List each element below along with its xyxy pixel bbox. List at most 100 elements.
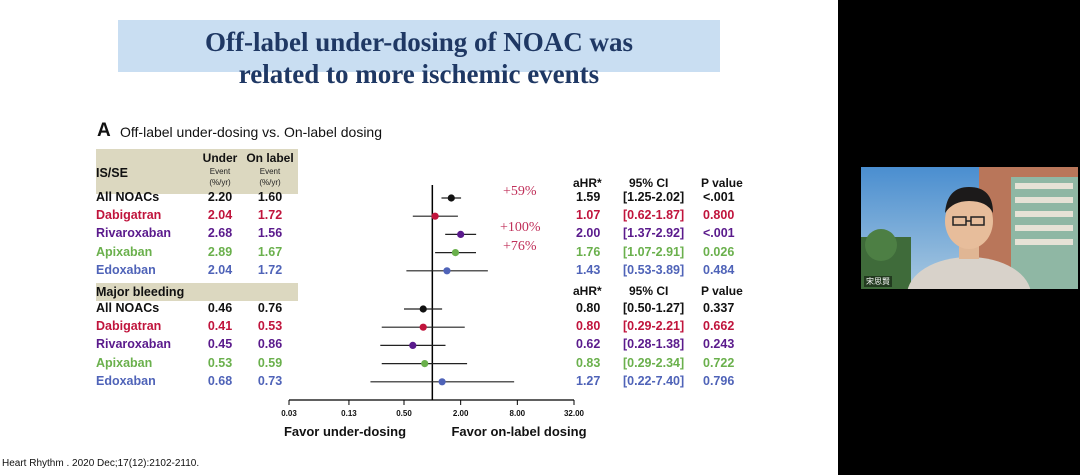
point-estimate (409, 341, 417, 349)
ahr-value: 1.43 (576, 262, 601, 277)
percent-increase-annotation: +76% (503, 238, 537, 254)
point-estimate (438, 378, 446, 386)
citation: Heart Rhythm . 2020 Dec;17(12):2102-2110… (2, 458, 200, 469)
point-estimate (447, 194, 455, 202)
event-rate-on-label: 0.73 (257, 373, 283, 388)
ci-value: [1.25-2.02] (623, 190, 685, 204)
col-sub-under-1: Event (209, 167, 231, 176)
ci-value: [0.22-7.40] (623, 373, 685, 388)
event-rate-under: 2.04 (207, 262, 233, 277)
ci-value: [0.50-1.27] (623, 301, 685, 315)
slide-title-line-2: related to more ischemic events (238, 59, 600, 89)
p-value: 0.243 (703, 337, 735, 352)
ci-value: [0.53-3.89] (623, 262, 685, 277)
ci-header-2: 95% CI (629, 284, 669, 298)
p-header-1: P value (701, 176, 743, 190)
row-label: Apixaban (96, 355, 153, 370)
x-tick-label: 0.50 (396, 409, 412, 418)
x-label-right: Favor on-label dosing (451, 424, 586, 439)
p-header-2: P value (701, 284, 743, 298)
row-label: Rivaroxaban (96, 226, 172, 241)
point-estimate (451, 249, 460, 257)
point-estimate (419, 323, 427, 331)
event-rate-on-label: 0.53 (257, 319, 283, 334)
p-value: 0.722 (703, 355, 735, 370)
event-rate-under: 2.04 (207, 208, 233, 223)
col-header-under: Under (202, 151, 238, 165)
x-tick-label: 32.00 (564, 409, 585, 418)
x-tick-label: 8.00 (510, 409, 526, 418)
p-value: 0.796 (703, 373, 735, 388)
ahr-value: 1.59 (576, 190, 601, 204)
col-sub-on-1: Event (259, 167, 281, 176)
event-rate-under: 0.41 (207, 319, 233, 334)
ci-value: [0.62-1.87] (623, 208, 685, 223)
percent-increase-annotation: +100% (500, 220, 541, 236)
ahr-value: 0.83 (576, 355, 601, 370)
event-rate-under: 2.68 (207, 226, 233, 241)
event-rate-on-label: 1.56 (257, 226, 283, 241)
point-estimate (431, 212, 439, 220)
ahr-value: 0.62 (576, 337, 601, 352)
ahr-value: 1.07 (576, 208, 601, 223)
section-label-is-se: IS/SE (96, 166, 128, 180)
row-label: All NOACs (96, 190, 160, 204)
event-rate-on-label: 1.72 (257, 208, 283, 223)
x-label-left: Favor under-dosing (284, 424, 406, 439)
col-sub-on-2: (%/yr) (259, 178, 281, 187)
p-value: 0.484 (703, 262, 735, 277)
presenter-video (861, 167, 1078, 289)
webcam-video-feed: 宋思賢 (861, 167, 1078, 289)
participant-name-label: 宋思賢 (864, 276, 892, 287)
ahr-value: 1.76 (576, 244, 601, 259)
event-rate-under: 0.68 (207, 373, 233, 388)
p-value: 0.800 (703, 208, 735, 223)
title-banner (118, 20, 720, 72)
x-tick-label: 0.03 (281, 409, 297, 418)
slide-title: Off-label under-dosing of NOAC was relat… (118, 26, 720, 90)
col-sub-under-2: (%/yr) (209, 178, 231, 187)
row-label: Apixaban (96, 244, 153, 259)
p-value: 0.662 (703, 319, 735, 334)
ahr-value: 1.27 (576, 373, 601, 388)
ahr-header-2: aHR* (573, 284, 602, 298)
ci-value: [0.28-1.38] (623, 337, 685, 352)
x-tick-label: 2.00 (453, 409, 469, 418)
row-label: Dabigatran (96, 319, 162, 334)
event-rate-on-label: 1.60 (257, 190, 283, 204)
event-rate-on-label: 1.67 (257, 244, 283, 259)
percent-increase-annotation: +59% (503, 184, 537, 199)
panel-title: Off-label under-dosing vs. On-label dosi… (120, 124, 383, 140)
event-rate-on-label: 1.72 (257, 262, 283, 277)
col-header-on-label: On label (246, 151, 294, 165)
panel-letter: A (97, 120, 111, 141)
ahr-header-1: aHR* (573, 176, 602, 190)
ahr-value: 0.80 (576, 301, 601, 315)
ci-value: [1.37-2.92] (623, 226, 685, 241)
event-rate-under: 0.45 (207, 337, 233, 352)
forest-plot: 0.03 0.13 0.50 2.00 8.00 32.00 Favor under-dos… (281, 185, 587, 439)
event-rate-under: 2.20 (207, 190, 233, 204)
point-estimate (443, 267, 451, 275)
event-rate-under: 2.89 (207, 244, 233, 259)
event-rate-under: 0.53 (207, 355, 233, 370)
p-value: 0.026 (703, 244, 735, 259)
point-estimate (457, 230, 465, 238)
row-label: Rivaroxaban (96, 337, 172, 352)
event-rate-on-label: 0.76 (257, 301, 283, 315)
major-bleeding-header-band (96, 283, 298, 301)
ci-value: [0.29-2.34] (623, 355, 685, 370)
is-se-header-band (96, 149, 298, 194)
row-label: Edoxaban (96, 373, 156, 388)
x-tick-label: 0.13 (341, 409, 357, 418)
point-estimate (419, 305, 427, 313)
ahr-value: 2.00 (576, 226, 601, 241)
row-label: Edoxaban (96, 262, 156, 277)
slide-title-line-1: Off-label under-dosing of NOAC was (204, 27, 634, 57)
row-label: Dabigatran (96, 208, 162, 223)
ci-value: [0.29-2.21] (623, 319, 685, 334)
ahr-value: 0.80 (576, 319, 601, 334)
p-value: 0.337 (703, 301, 735, 315)
event-rate-under: 0.46 (207, 301, 233, 315)
presentation-slide: Off-label under-dosing of NOAC was relat… (0, 0, 838, 475)
